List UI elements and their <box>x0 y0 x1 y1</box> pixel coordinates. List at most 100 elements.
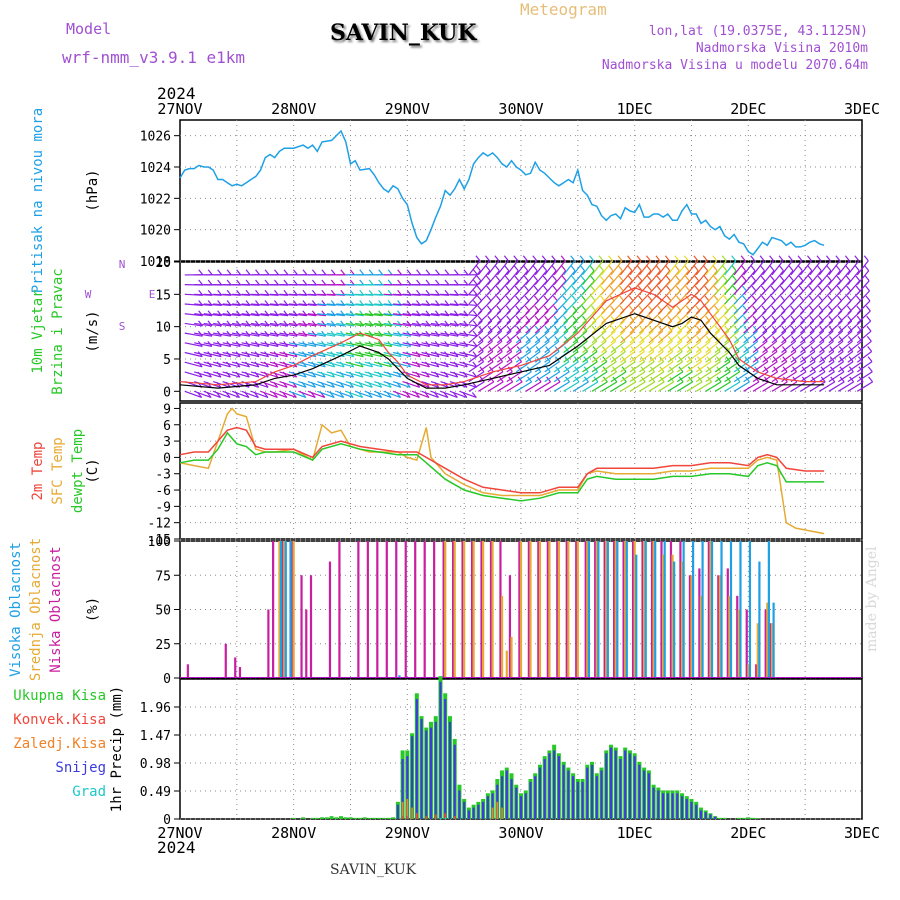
wind-barb <box>231 351 250 358</box>
wind-barb-flag <box>532 265 538 272</box>
wind-barb <box>525 381 542 392</box>
wind-barb <box>355 390 373 399</box>
wind-barb <box>610 320 625 334</box>
wind-barb <box>345 361 364 368</box>
wind-barb-flag <box>617 255 623 262</box>
wind-barb-flag <box>819 335 825 342</box>
cloud-bar <box>688 575 691 678</box>
precip-bar <box>406 799 409 819</box>
wind-barb <box>298 390 316 399</box>
precip-bar <box>482 801 485 819</box>
wind-barb <box>553 280 567 295</box>
wind-barb <box>714 280 728 295</box>
cloud-bar <box>597 541 600 678</box>
wind-barb <box>695 361 712 373</box>
wind-barb-flag <box>505 285 511 292</box>
wind-barb-flag <box>867 356 873 362</box>
wind-barb-flag <box>800 335 806 342</box>
wind-barb <box>638 280 652 295</box>
wind-barb <box>809 260 822 276</box>
wind-barb-flag <box>478 346 484 352</box>
precip-bar <box>324 817 329 819</box>
wind-barb <box>402 342 421 347</box>
precip-bar <box>515 787 518 819</box>
wind-barb <box>232 313 251 317</box>
precip-bar <box>746 817 751 819</box>
wind-barb <box>762 280 775 295</box>
wind-barb <box>781 320 796 334</box>
wind-barb <box>194 322 213 327</box>
wind-barb <box>231 332 250 337</box>
wind-barb-flag <box>573 346 579 352</box>
wind-barb <box>392 390 411 399</box>
wind-barb <box>724 381 741 392</box>
wind-barb <box>269 381 288 388</box>
wind-barb <box>828 270 841 286</box>
wind-barb <box>582 371 598 383</box>
wind-barb <box>449 351 468 358</box>
wind-barb <box>610 280 624 295</box>
wind-barb <box>620 361 636 373</box>
wind-barb-flag <box>731 255 737 262</box>
wind-barb <box>402 381 420 388</box>
wind-barb <box>610 260 623 276</box>
wind-barb-flag <box>781 335 787 342</box>
compass-w: W <box>85 288 92 301</box>
wind-barb <box>620 371 636 383</box>
wind-barb-flag <box>656 285 662 292</box>
wind-barb <box>336 390 354 399</box>
wind-barb <box>572 340 588 353</box>
side-label-cloud-1: Srednja Oblacnost <box>28 538 44 681</box>
wind-barb <box>184 322 203 327</box>
wind-barb <box>809 340 825 353</box>
wind-barb-flag <box>302 269 308 276</box>
cloud-bar <box>489 541 493 678</box>
wind-barb <box>392 371 411 378</box>
cloud-bar <box>770 623 774 678</box>
cloud-bar <box>395 541 398 678</box>
wind-barb <box>856 330 872 344</box>
wind-barb-flag <box>283 279 289 286</box>
wind-barb <box>411 390 430 399</box>
wind-barb <box>269 322 288 327</box>
precip-legend-0: Ukupna Kisa <box>13 688 106 704</box>
lonlat: lon,lat (19.0375E, 43.1125N) <box>648 24 868 39</box>
wind-barb <box>317 381 335 388</box>
wind-barb-flag <box>541 255 547 262</box>
cloud-bar <box>538 541 542 678</box>
wind-barb <box>383 332 402 337</box>
precip-bar <box>406 756 409 819</box>
side-label-wind-0: 10m Vjetar <box>30 289 46 373</box>
wind-barb <box>487 320 502 334</box>
wind-barb <box>781 330 796 344</box>
wind-barb <box>326 371 345 378</box>
wind-barb-flag <box>406 279 412 286</box>
wind-barb <box>591 270 604 286</box>
wind-barb <box>629 260 642 276</box>
cloud-bar <box>614 541 617 678</box>
wind-barb <box>591 320 606 334</box>
wind-barb-flag <box>637 275 643 282</box>
cloud-bar <box>463 541 466 678</box>
wind-barb <box>534 330 550 344</box>
wind-barb <box>184 332 203 337</box>
wind-barb-flag <box>807 275 813 282</box>
wind-barb-flag <box>807 265 813 272</box>
precip-bar <box>505 770 508 819</box>
y-unit-pressure: (hPa) <box>85 169 101 211</box>
wind-barb <box>279 303 298 307</box>
cloud-bar <box>414 541 417 678</box>
wind-barb <box>506 340 522 353</box>
wind-barb-flag <box>627 275 633 282</box>
wind-barb-flag <box>760 275 766 282</box>
wind-barb-flag <box>846 285 852 292</box>
wind-barb <box>355 322 374 327</box>
wind-barb <box>582 361 598 373</box>
precip-bar <box>657 790 660 819</box>
wind-barb <box>307 332 326 337</box>
cloud-bar <box>548 541 551 678</box>
wind-barb <box>790 350 806 363</box>
wind-barb <box>383 381 401 388</box>
cloud-bar <box>660 541 663 678</box>
wind-barb-flag <box>666 285 672 292</box>
